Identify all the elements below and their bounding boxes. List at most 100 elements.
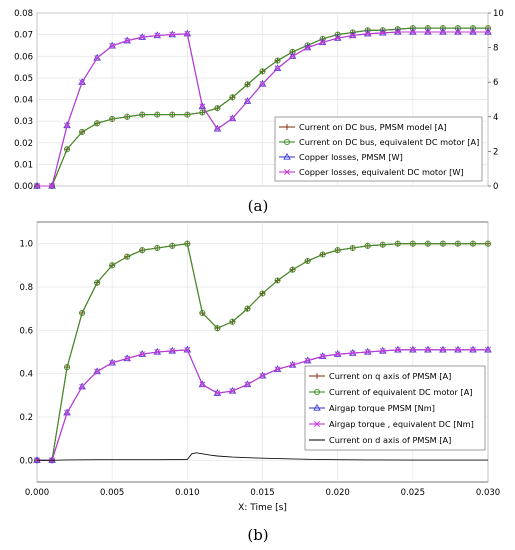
data-point xyxy=(154,244,161,252)
data-point xyxy=(169,347,176,354)
legend-marker xyxy=(313,388,321,396)
x-tick-label: 0.005 xyxy=(100,488,124,498)
data-point xyxy=(184,346,191,353)
legend-label: Airgap torque PMSM [Nm] xyxy=(329,403,435,413)
data-point xyxy=(274,366,281,373)
legend-marker xyxy=(313,403,321,411)
data-point xyxy=(485,29,491,35)
data-point xyxy=(379,347,386,354)
legend-label: Current on DC bus, equivalent DC motor [… xyxy=(299,137,479,147)
data-point xyxy=(454,25,461,32)
x-tick-label: 0.025 xyxy=(401,488,425,498)
x-tick-label: 0.030 xyxy=(476,488,500,498)
data-point xyxy=(64,364,71,371)
x-tick-label: 0.000 xyxy=(25,488,49,498)
y-tick-label: 0.04 xyxy=(14,96,33,106)
data-point xyxy=(139,247,146,254)
data-point xyxy=(409,25,416,32)
data-point xyxy=(394,29,401,35)
data-point xyxy=(319,353,326,360)
data-point xyxy=(93,53,101,61)
data-point xyxy=(274,277,281,284)
data-point xyxy=(79,128,86,135)
data-point xyxy=(274,57,281,64)
data-point xyxy=(139,34,146,41)
data-point xyxy=(244,305,251,312)
data-point xyxy=(183,345,192,353)
legend-marker xyxy=(284,169,290,175)
data-point xyxy=(79,309,86,317)
data-point xyxy=(319,251,326,258)
data-point xyxy=(94,120,101,127)
data-point xyxy=(424,346,431,353)
data-point xyxy=(469,25,477,32)
data-point xyxy=(424,29,431,35)
data-point xyxy=(199,109,206,116)
legend-marker xyxy=(314,421,320,427)
data-point xyxy=(214,125,221,132)
chart-panel-b: 0.00.20.40.60.81.0 0.000 0.005 0.010 0.015 0… xyxy=(19,221,500,544)
data-point xyxy=(34,183,40,189)
data-point xyxy=(439,346,446,353)
y-tick-label: 0.03 xyxy=(14,117,33,127)
data-point xyxy=(454,29,461,35)
legend-entry: Copper losses, equivalent DC motor [W] xyxy=(279,167,464,177)
data-point xyxy=(124,113,131,120)
data-point xyxy=(184,30,191,37)
data-point xyxy=(184,240,191,247)
data-point xyxy=(409,346,416,353)
data-point xyxy=(484,240,492,247)
data-point xyxy=(78,382,86,390)
y-tick-label: 0.4 xyxy=(19,370,33,380)
y2-tick-label: 6 xyxy=(493,78,498,88)
legend-a: Current on DC bus, PMSM model [A] Current… xyxy=(274,116,483,182)
data-point xyxy=(364,349,371,355)
data-point xyxy=(109,359,116,366)
data-point xyxy=(79,383,86,390)
series-2 xyxy=(33,240,492,464)
legend-box xyxy=(304,365,486,451)
grid-a xyxy=(36,12,489,187)
data-point xyxy=(319,35,326,43)
data-point xyxy=(259,290,266,297)
legend-entry: Current on d axis of PMSM [A] xyxy=(309,435,451,445)
data-point xyxy=(244,381,251,388)
legend-entry: Current on DC bus, equivalent DC motor [… xyxy=(279,137,479,147)
legend-marker xyxy=(283,152,291,160)
data-point xyxy=(334,35,341,42)
y-tick-label: 0.06 xyxy=(14,52,33,62)
data-point xyxy=(169,31,176,38)
data-point xyxy=(258,79,267,87)
data-point xyxy=(109,115,116,123)
legend-marker xyxy=(283,138,291,146)
data-point xyxy=(124,37,131,44)
data-point xyxy=(229,94,236,101)
data-point xyxy=(64,146,71,153)
x-tick-label: 0.020 xyxy=(325,488,349,498)
y-tick-labels-b: 0.0 0.2 0.4 0.6 0.8 1.0 xyxy=(19,240,33,467)
data-point xyxy=(184,111,191,118)
data-point xyxy=(379,29,386,36)
y-tick-label: 0.08 xyxy=(14,9,33,19)
data-point xyxy=(199,103,206,110)
data-point xyxy=(228,114,237,122)
legend-label: Copper losses, PMSM [W] xyxy=(299,152,403,162)
data-point xyxy=(78,78,86,85)
data-point xyxy=(154,349,161,355)
data-point xyxy=(439,29,446,35)
data-point xyxy=(394,346,401,353)
legend-label: Current of equivalent DC motor [A] xyxy=(329,387,473,397)
y-tick-label: 0.00 xyxy=(14,182,33,192)
legend-label: Current on DC bus, PMSM model [A] xyxy=(299,122,447,132)
legend-entry: Current on q axis of PMSM [A] xyxy=(309,371,451,381)
data-point xyxy=(454,346,461,353)
data-point xyxy=(319,39,326,46)
data-point xyxy=(364,27,371,34)
data-point xyxy=(198,102,207,110)
data-point xyxy=(49,183,55,189)
legend-entry: Airgap torque PMSM [Nm] xyxy=(309,403,435,413)
data-point xyxy=(409,240,416,247)
data-point xyxy=(364,30,371,37)
data-point xyxy=(439,240,446,247)
data-point xyxy=(94,368,101,375)
